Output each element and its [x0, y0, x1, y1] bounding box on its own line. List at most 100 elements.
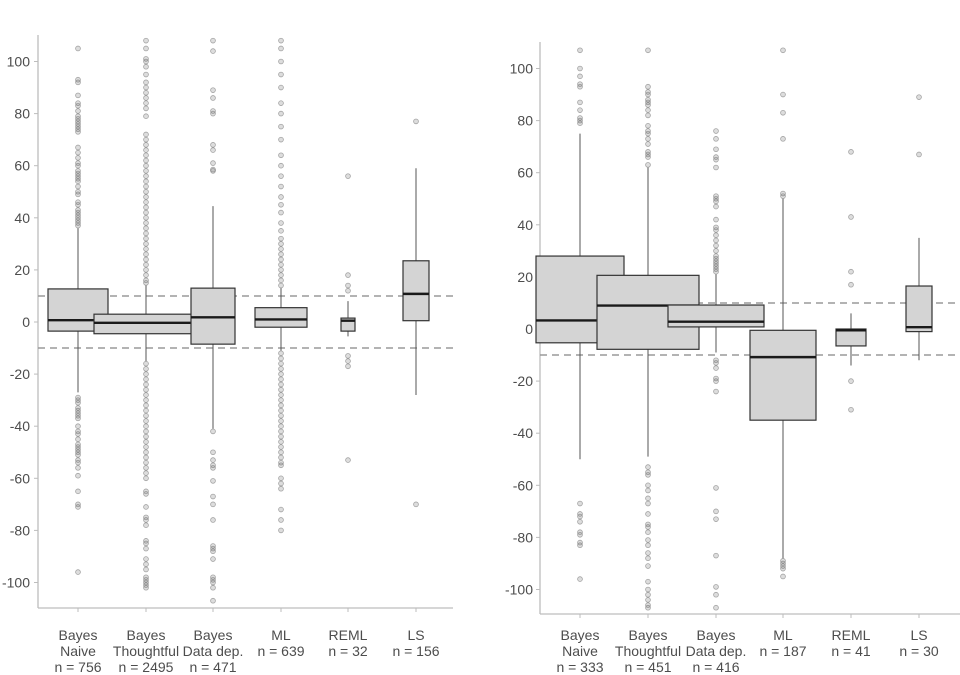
outlier-point	[210, 517, 216, 523]
y-tick-label: 20	[14, 262, 30, 278]
iqr-box	[667, 304, 765, 328]
outlier-point	[278, 381, 284, 388]
outlier-point	[143, 439, 149, 445]
outlier-point	[143, 225, 149, 232]
x-category-label: Thoughtful	[113, 643, 179, 659]
outlier-point	[278, 235, 284, 242]
outlier-point	[278, 110, 284, 117]
outlier-point	[278, 71, 284, 78]
outlier-point	[713, 508, 719, 515]
box-5	[905, 94, 933, 361]
outlier-point	[713, 164, 719, 171]
outlier-point	[645, 537, 651, 543]
outlier-point	[278, 183, 284, 190]
y-tick-label: -20	[10, 366, 30, 382]
left-panel: 100806040200-20-40-60-80-100BayesNaiven …	[2, 35, 453, 675]
outlier-point	[645, 495, 651, 502]
outlier-point	[645, 482, 651, 489]
outlier-point	[278, 267, 284, 273]
outlier-point	[645, 578, 651, 585]
y-tick-label: -100	[505, 582, 533, 598]
outlier-point	[345, 363, 351, 370]
outlier-point	[143, 241, 149, 247]
outlier-point	[210, 87, 216, 93]
outlier-point	[278, 433, 284, 440]
outlier-point	[278, 439, 284, 445]
outlier-point	[278, 366, 284, 372]
outlier-point	[278, 246, 284, 252]
outlier-point	[645, 511, 651, 517]
outlier-point	[278, 428, 284, 435]
outlier-point	[210, 493, 216, 500]
outlier-point	[645, 89, 651, 95]
outlier-point	[210, 465, 216, 471]
outlier-point	[210, 95, 216, 101]
outlier-point	[75, 149, 81, 156]
outlier-point	[143, 556, 149, 562]
outlier-point	[645, 500, 651, 507]
x-category-label: Bayes	[629, 627, 668, 643]
outlier-point	[143, 386, 149, 393]
outlier-point	[75, 452, 81, 458]
outlier-point	[75, 465, 81, 471]
outlier-point	[75, 168, 81, 174]
outlier-point	[848, 281, 854, 288]
y-tick-label: -60	[10, 470, 30, 486]
outlier-point	[143, 220, 149, 226]
x-category-label: n = 416	[692, 659, 739, 675]
outlier-point	[75, 188, 81, 195]
outlier-point	[278, 397, 284, 403]
y-tick-label: -80	[513, 529, 533, 545]
outlier-point	[143, 168, 149, 174]
outlier-point	[345, 353, 351, 359]
outlier-point	[143, 79, 149, 86]
outlier-point	[713, 136, 719, 142]
y-tick-label: -20	[513, 373, 533, 389]
y-tick-label: 80	[14, 106, 30, 122]
outlier-point	[75, 92, 81, 99]
outlier-point	[75, 207, 81, 213]
outlier-point	[210, 449, 216, 456]
outlier-point	[645, 542, 651, 549]
outlier-point	[278, 454, 284, 461]
outlier-point	[345, 358, 351, 364]
x-category-label: Thoughtful	[615, 643, 681, 659]
outlier-point	[713, 203, 719, 210]
x-category-label: ML	[773, 627, 793, 643]
y-tick-label: 100	[510, 61, 534, 77]
x-category-label: n = 187	[759, 643, 806, 659]
x-category-label: REML	[329, 627, 368, 643]
outlier-point	[577, 99, 583, 106]
y-tick-label: 0	[22, 314, 30, 330]
x-category-label: n = 2495	[119, 659, 174, 675]
x-category-label: Bayes	[697, 627, 736, 643]
y-tick-label: 40	[14, 210, 30, 226]
outlier-point	[143, 402, 149, 409]
outlier-point	[143, 397, 149, 403]
outlier-point	[143, 475, 149, 482]
outlier-point	[278, 386, 284, 393]
x-category-label: n = 639	[257, 643, 304, 659]
outlier-point	[713, 237, 719, 244]
outlier-point	[713, 604, 719, 611]
y-tick-label: 60	[517, 165, 533, 181]
outlier-point	[143, 433, 149, 440]
outlier-point	[645, 591, 651, 598]
x-category-label: LS	[407, 627, 424, 643]
outlier-point	[278, 360, 284, 367]
outlier-point	[210, 37, 216, 44]
outlier-point	[143, 188, 149, 195]
outlier-point	[278, 45, 284, 52]
outlier-point	[645, 604, 651, 611]
outlier-point	[345, 272, 351, 278]
x-category-label: Naive	[60, 643, 96, 659]
outlier-point	[143, 147, 149, 153]
outlier-point	[143, 376, 149, 383]
outlier-point	[577, 65, 583, 72]
outlier-point	[713, 128, 719, 134]
outlier-point	[143, 152, 149, 159]
outlier-point	[143, 561, 149, 568]
outlier-point	[75, 423, 81, 430]
x-category-label: n = 333	[556, 659, 603, 675]
